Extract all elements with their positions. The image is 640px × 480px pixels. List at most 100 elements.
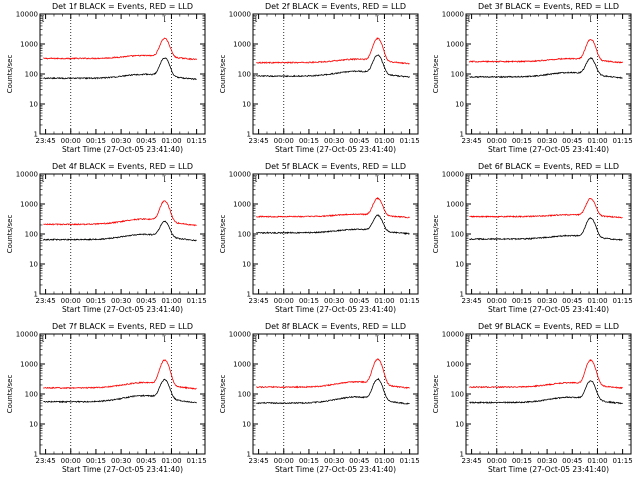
detector-panel: Det 7f BLACK = Events, RED = LLD 1 10 100 10… — [0, 320, 213, 480]
bracket-marker: [ — [589, 15, 592, 23]
y-tick-label: 10000 — [16, 171, 38, 179]
x-tick-label: 00:15 — [512, 457, 532, 465]
x-tick-label: 00:30 — [324, 137, 344, 145]
x-tick-label: 01:15 — [400, 137, 420, 145]
plot-title: Det 2f BLACK = Events, RED = LLD — [265, 2, 406, 11]
events-series-line — [256, 54, 410, 78]
bracket-marker: [ — [42, 335, 45, 343]
y-tick-label: 10000 — [229, 331, 251, 339]
x-tick-label: 01:15 — [187, 457, 207, 465]
x-tick-label: 01:00 — [374, 457, 394, 465]
y-tick-label: 100 — [25, 391, 38, 399]
bracket-marker: [ — [255, 335, 258, 343]
x-tick-label: 00:45 — [562, 137, 582, 145]
x-tick-label: 00:15 — [299, 457, 319, 465]
x-tick-label: 00:45 — [562, 297, 582, 305]
events-series-line — [43, 220, 197, 242]
y-tick-label: 10 — [455, 101, 464, 109]
y-tick-label: 1000 — [233, 41, 251, 49]
y-tick-label: 1000 — [233, 201, 251, 209]
x-tick-label: 00:15 — [299, 137, 319, 145]
y-axis-label: Counts/sec — [432, 55, 440, 94]
x-tick-label: 01:00 — [374, 297, 394, 305]
x-tick-label: 01:15 — [613, 297, 633, 305]
y-tick-label: 1000 — [446, 201, 464, 209]
bracket-marker: [ — [589, 175, 592, 183]
plot-svg: Det 3f BLACK = Events, RED = LLD 1 10 100 10… — [432, 2, 633, 154]
x-tick-label: 00:30 — [111, 137, 131, 145]
plot-svg: Det 9f BLACK = Events, RED = LLD 1 10 100 10… — [432, 322, 633, 474]
x-tick-label: 23:45 — [461, 297, 481, 305]
bracket-marker: [ — [42, 15, 45, 23]
events-series-line — [43, 378, 197, 404]
plot-svg: Det 8f BLACK = Events, RED = LLD 1 10 100 10… — [219, 322, 420, 474]
x-tick-label: 00:30 — [324, 457, 344, 465]
bracket-marker: [ — [163, 15, 166, 23]
bracket-marker: [ — [163, 335, 166, 343]
y-tick-label: 10 — [455, 421, 464, 429]
bracket-marker: [ — [468, 175, 471, 183]
bracket-marker: [ — [468, 335, 471, 343]
plot-svg: Det 2f BLACK = Events, RED = LLD 1 10 100 10… — [219, 2, 420, 154]
plot-frame — [252, 173, 419, 295]
x-tick-label: 00:15 — [299, 297, 319, 305]
y-tick-label: 1000 — [233, 361, 251, 369]
x-tick-label: 00:30 — [537, 457, 557, 465]
y-tick-label: 1 — [247, 131, 251, 139]
bracket-marker: [ — [163, 175, 166, 183]
x-tick-label: 23:45 — [461, 137, 481, 145]
x-tick-label: 00:15 — [512, 137, 532, 145]
x-tick-label: 00:45 — [349, 457, 369, 465]
x-tick-label: 01:00 — [161, 457, 181, 465]
y-tick-label: 100 — [238, 391, 251, 399]
plot-frame — [465, 173, 632, 295]
detector-panel: Det 6f BLACK = Events, RED = LLD 1 10 100 10… — [426, 160, 639, 320]
x-tick-label: 00:00 — [61, 137, 81, 145]
y-axis-label: Counts/sec — [6, 215, 14, 254]
x-tick-label: 01:15 — [187, 297, 207, 305]
x-tick-label: 00:15 — [86, 297, 106, 305]
x-tick-label: 23:45 — [35, 457, 55, 465]
y-axis-label: Counts/sec — [6, 375, 14, 414]
events-series-line — [256, 377, 410, 405]
plot-title: Det 6f BLACK = Events, RED = LLD — [478, 162, 619, 171]
plot-svg: Det 5f BLACK = Events, RED = LLD 1 10 100 10… — [219, 162, 420, 314]
x-axis-label: Start Time (27-Oct-05 23:41:40) — [275, 305, 396, 314]
x-axis-label: Start Time (27-Oct-05 23:41:40) — [62, 305, 183, 314]
x-axis-label: Start Time (27-Oct-05 23:41:40) — [488, 145, 609, 154]
x-tick-label: 00:15 — [86, 137, 106, 145]
y-tick-label: 1 — [247, 291, 251, 299]
x-tick-label: 23:45 — [35, 137, 55, 145]
y-tick-label: 1 — [460, 451, 464, 459]
y-axis-label: Counts/sec — [432, 215, 440, 254]
lld-series-line — [256, 358, 410, 390]
y-tick-label: 100 — [451, 71, 464, 79]
x-tick-label: 00:30 — [537, 297, 557, 305]
x-tick-label: 01:00 — [374, 137, 394, 145]
plot-title: Det 5f BLACK = Events, RED = LLD — [265, 162, 406, 171]
x-tick-label: 01:15 — [613, 457, 633, 465]
bracket-marker: [ — [255, 15, 258, 23]
y-axis-label: Counts/sec — [219, 215, 227, 254]
x-axis-label: Start Time (27-Oct-05 23:41:40) — [488, 465, 609, 474]
plot-svg: Det 1f BLACK = Events, RED = LLD 1 10 100 10… — [6, 2, 207, 154]
plot-svg: Det 7f BLACK = Events, RED = LLD 1 10 100 10… — [6, 322, 207, 474]
x-tick-label: 00:00 — [61, 457, 81, 465]
lld-series-line — [469, 358, 623, 390]
y-tick-label: 10 — [29, 261, 38, 269]
y-tick-label: 10 — [455, 261, 464, 269]
x-tick-label: 00:30 — [324, 297, 344, 305]
plot-svg: Det 4f BLACK = Events, RED = LLD 1 10 100 10… — [6, 162, 207, 314]
x-tick-label: 01:15 — [187, 137, 207, 145]
y-tick-label: 1 — [34, 291, 38, 299]
detector-panel: Det 5f BLACK = Events, RED = LLD 1 10 100 10… — [213, 160, 426, 320]
plot-title: Det 3f BLACK = Events, RED = LLD — [478, 2, 619, 11]
y-tick-label: 1 — [34, 131, 38, 139]
x-tick-label: 00:00 — [61, 297, 81, 305]
y-tick-label: 10000 — [229, 171, 251, 179]
y-tick-label: 1000 — [20, 201, 38, 209]
y-tick-label: 100 — [25, 71, 38, 79]
lld-series-line — [256, 196, 410, 219]
y-tick-label: 10000 — [442, 331, 464, 339]
